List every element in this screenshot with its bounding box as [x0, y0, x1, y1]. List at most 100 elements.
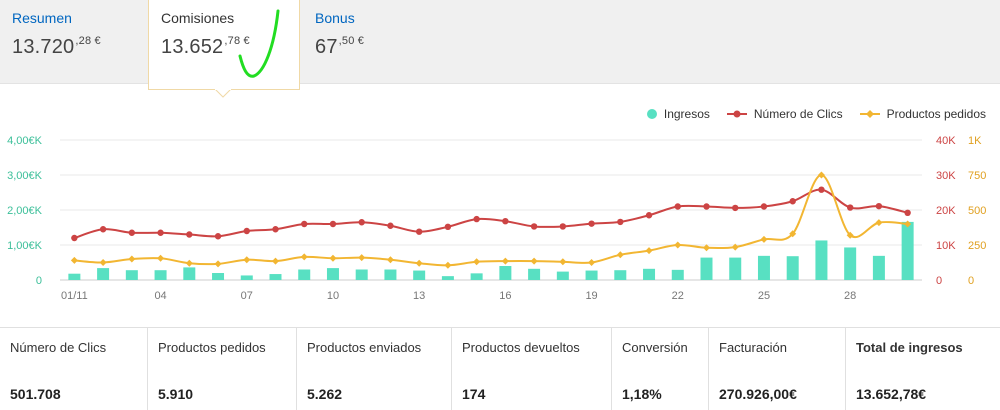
point-productos: [904, 220, 912, 228]
bar-ingresos: [183, 267, 196, 280]
legend-line-icon: [859, 110, 880, 118]
y-left-tick-label: 0: [36, 275, 42, 287]
point-clics: [387, 222, 394, 229]
point-productos: [386, 256, 394, 264]
bar-ingresos: [240, 275, 253, 280]
point-clics: [818, 186, 825, 193]
point-productos: [760, 235, 768, 243]
point-productos: [329, 254, 337, 262]
point-clics: [617, 218, 624, 226]
point-clics: [789, 198, 796, 205]
point-productos: [731, 243, 739, 251]
bar-ingresos: [154, 270, 167, 280]
point-clics: [732, 204, 739, 212]
bar-ingresos: [68, 273, 81, 280]
tab-amount: 13.652,78 €: [161, 35, 250, 58]
stat-label: Productos pedidos: [158, 340, 266, 355]
stat-conversion: Conversión 1,18%: [612, 328, 709, 410]
legend-ingresos[interactable]: Ingresos: [646, 107, 710, 121]
point-productos: [444, 261, 452, 269]
point-clics: [329, 220, 337, 228]
point-productos: [128, 255, 136, 263]
stat-value: 174: [462, 386, 486, 402]
stat-label: Productos devueltos: [462, 340, 580, 355]
point-productos: [99, 259, 107, 266]
bar-ingresos: [298, 269, 311, 280]
bar-ingresos: [729, 257, 742, 280]
x-tick-label: 13: [413, 290, 425, 302]
x-tick-label: 25: [758, 290, 770, 302]
legend-label: Número de Clics: [753, 107, 843, 121]
bar-ingresos: [269, 274, 282, 280]
y-right-tick-label: 0: [936, 275, 942, 287]
point-productos: [674, 241, 682, 249]
checkmark-annotation-icon: [238, 9, 280, 78]
y-right2-tick-label: 500: [968, 205, 986, 217]
point-clics: [904, 209, 911, 216]
legend-label: Ingresos: [663, 107, 710, 121]
stats-row: Número de Clics 501.708 Productos pedido…: [0, 327, 1000, 410]
series-line-clics: [74, 188, 908, 239]
legend-productos[interactable]: Productos pedidos: [859, 107, 986, 121]
x-tick-label: 01/11: [61, 290, 88, 302]
stat-clics: Número de Clics 501.708: [0, 328, 148, 410]
point-clics: [214, 233, 222, 240]
y-right-tick-label: 30K: [936, 170, 956, 182]
bar-ingresos: [441, 276, 454, 280]
point-productos: [300, 253, 308, 261]
tab-label: Resumen: [12, 10, 72, 26]
stat-productos-pedidos: Productos pedidos 5.910: [148, 328, 297, 410]
point-clics: [301, 220, 308, 228]
point-productos: [70, 256, 78, 264]
x-tick-label: 10: [327, 290, 339, 302]
stat-facturacion: Facturación 270.926,00€: [709, 328, 846, 410]
y-right-tick-label: 40K: [936, 135, 956, 147]
point-clics: [502, 218, 509, 225]
bar-ingresos: [499, 266, 512, 280]
tab-comisiones[interactable]: Comisiones 13.652,78 €: [148, 0, 300, 90]
x-tick-label: 28: [844, 290, 856, 302]
stat-value: 5.262: [307, 386, 343, 402]
bar-ingresos: [700, 257, 713, 280]
point-productos: [243, 256, 251, 264]
point-productos: [501, 257, 509, 265]
stat-label: Conversión: [622, 340, 688, 355]
point-productos: [875, 219, 883, 227]
stat-productos-devueltos: Productos devueltos 174: [452, 328, 612, 410]
tab-amount: 13.720,28 €: [12, 35, 101, 58]
point-productos: [530, 257, 538, 265]
point-clics: [703, 203, 710, 210]
bar-ingresos: [384, 269, 397, 280]
point-clics: [157, 229, 164, 236]
point-productos: [473, 258, 481, 266]
tab-label: Bonus: [315, 10, 355, 26]
tab-bonus[interactable]: Bonus 67,50 €: [303, 0, 453, 84]
point-clics: [645, 212, 653, 219]
bar-ingresos: [556, 271, 569, 280]
stat-total-ingresos: Total de ingresos 13.652,78€: [846, 328, 1000, 410]
point-clics: [559, 223, 567, 230]
tab-amount: 67,50 €: [315, 35, 365, 58]
x-tick-label: 07: [241, 290, 253, 302]
y-left-tick-label: 4,00€K: [7, 135, 43, 147]
legend-clics[interactable]: Número de Clics: [726, 107, 843, 121]
bar-ingresos: [470, 273, 483, 280]
point-clics: [186, 231, 193, 238]
chart-legend: Ingresos Número de Clics Productos pedid…: [646, 107, 986, 121]
tabs-bar: Resumen 13.720,28 € Comisiones 13.652,78…: [0, 0, 1000, 90]
tab-label: Comisiones: [161, 10, 235, 26]
bar-ingresos: [815, 240, 828, 280]
bar-ingresos: [528, 268, 541, 280]
point-clics: [588, 220, 595, 227]
point-productos: [789, 230, 797, 238]
bar-ingresos: [786, 256, 799, 280]
point-clics: [128, 229, 136, 236]
chart-area: 0 0 0 1,00€K 10K 250 2,00€K 20K 500 3,00€K 30K 750 4…: [0, 100, 1000, 310]
x-tick-label: 16: [499, 290, 511, 302]
bar-ingresos: [757, 255, 770, 280]
x-tick-label: 22: [672, 290, 684, 302]
tab-resumen[interactable]: Resumen 13.720,28 €: [0, 0, 148, 84]
point-productos: [415, 259, 423, 267]
combo-chart: 0 0 0 1,00€K 10K 250 2,00€K 20K 500 3,00€K 30K 750 4…: [7, 135, 986, 302]
point-clics: [846, 204, 854, 211]
